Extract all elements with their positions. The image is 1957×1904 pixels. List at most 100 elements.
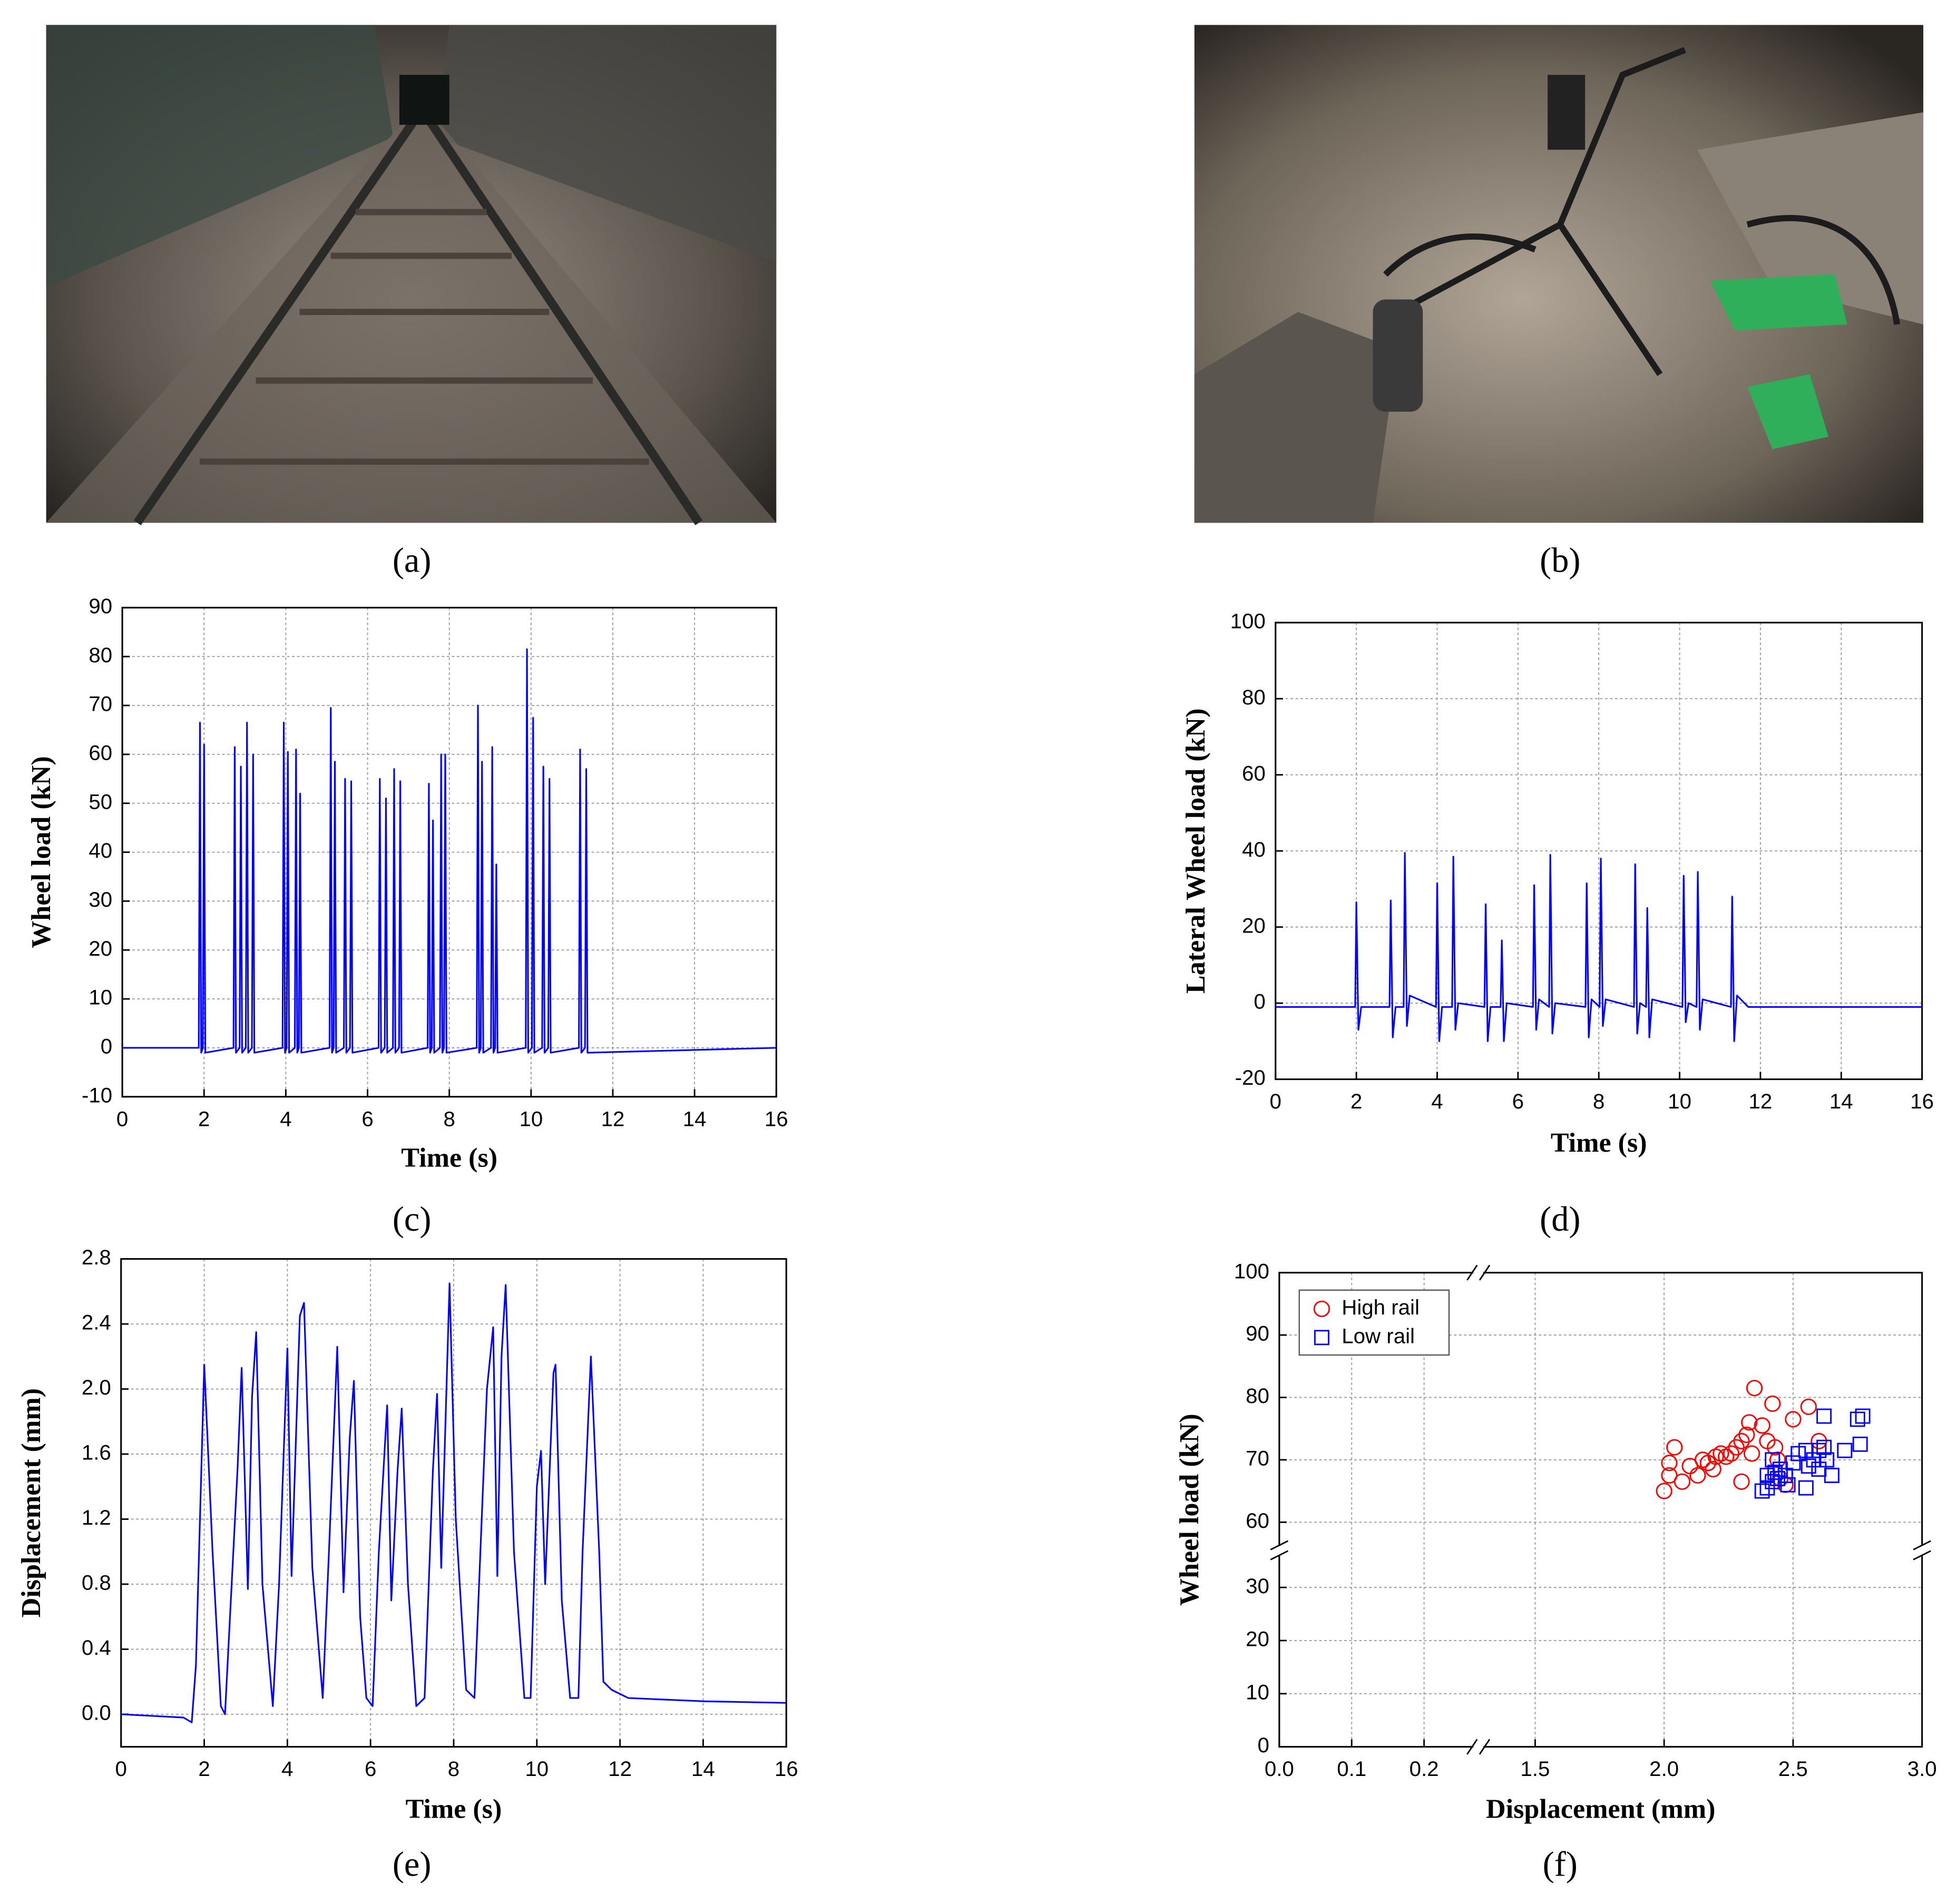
caption: (f)	[1543, 1846, 1578, 1884]
scatter-point	[1816, 1439, 1832, 1455]
scatter-point	[1765, 1452, 1780, 1468]
x-tick-label: 8	[448, 1757, 459, 1781]
scatter-point	[1741, 1414, 1758, 1431]
y-tick-label: 20	[1246, 1627, 1269, 1651]
scatter-point	[1759, 1468, 1775, 1483]
y-tick-label: -20	[1235, 1066, 1266, 1090]
x-tick-label: 4	[281, 1757, 293, 1781]
scatter-point	[1661, 1467, 1678, 1484]
scatter-point	[1811, 1442, 1827, 1458]
y-tick-label: 2.8	[82, 1245, 111, 1269]
scatter-point	[1806, 1452, 1822, 1468]
x-tick-label: 12	[608, 1757, 632, 1781]
legend-marker	[1313, 1300, 1330, 1317]
scatter-point	[1718, 1448, 1735, 1465]
scatter-point	[1656, 1483, 1672, 1499]
scatter-point	[1790, 1446, 1806, 1461]
scatter-point	[1733, 1432, 1750, 1449]
y-tick-label: 70	[1246, 1447, 1269, 1470]
y-axis-title: Wheel load (kN)	[1175, 1414, 1205, 1606]
x-axis-title: Displacement (mm)	[1486, 1794, 1715, 1824]
x-tick-label: 4	[1431, 1090, 1443, 1113]
x-tick-label: 2	[1351, 1090, 1362, 1113]
axis-break-mark	[1466, 1739, 1491, 1755]
axis-break-mark	[1270, 1540, 1289, 1561]
axis-break-gap	[1473, 1743, 1484, 1751]
scatter-point	[1850, 1411, 1865, 1427]
scatter-point	[1767, 1439, 1784, 1456]
x-tick-label: 16	[775, 1757, 798, 1781]
scatter-point	[1723, 1445, 1740, 1462]
y-tick-label: 90	[89, 594, 112, 618]
scatter-point	[1777, 1468, 1793, 1483]
y-tick-label: 0.0	[82, 1701, 111, 1725]
scatter-point	[1661, 1455, 1678, 1471]
scatter-point	[1800, 1398, 1817, 1415]
y-tick-label: 0	[101, 1035, 112, 1058]
y-tick-label: 2.0	[82, 1376, 111, 1399]
x-tick-label: 16	[765, 1107, 788, 1131]
x-tick-label: 2	[198, 1107, 210, 1131]
y-tick-label: 60	[1246, 1509, 1269, 1533]
y-tick-label: 1.6	[82, 1441, 111, 1465]
axis-break-gap	[1918, 1546, 1926, 1556]
y-tick-label: 0	[1257, 1733, 1269, 1757]
scatter-point	[1816, 1408, 1832, 1424]
y-tick-label: 0.8	[82, 1571, 111, 1595]
x-tick-label: 2.5	[1778, 1757, 1808, 1781]
y-tick-label: 80	[89, 643, 112, 667]
x-tick-label: 3.0	[1907, 1757, 1937, 1781]
x-tick-label: 14	[691, 1757, 715, 1781]
photo-b	[1194, 25, 1924, 523]
y-tick-label: 50	[89, 790, 112, 813]
chart-panel: 0 2 4 6 8 10 12 14 16-100102030405060708090Time …	[26, 594, 788, 1239]
y-tick-label: 40	[1242, 838, 1266, 861]
legend-label: Low rail	[1342, 1324, 1415, 1348]
x-tick-label: 6	[365, 1757, 376, 1781]
x-tick-label: 0.1	[1337, 1757, 1366, 1781]
axis-break-mark	[1913, 1540, 1931, 1561]
y-tick-label: 0	[1254, 990, 1265, 1014]
x-tick-label: 10	[1668, 1090, 1691, 1113]
chart-panel: 0.0 0.1 0.2 1.5 2.0 2.5 3.0 0 10 20 30 60 70 80 90 100 D…	[1175, 1259, 1937, 1883]
x-axis-title: Time (s)	[1551, 1128, 1647, 1158]
x-tick-label: 12	[1749, 1090, 1773, 1113]
data-line	[122, 648, 777, 1054]
x-tick-label: 2	[198, 1757, 210, 1781]
scatter-point	[1728, 1439, 1745, 1456]
plot-frame	[1275, 622, 1923, 1081]
scatter-point	[1674, 1473, 1691, 1490]
y-axis-title: Lateral Wheel load (kN)	[1181, 708, 1211, 994]
x-tick-label: 4	[280, 1107, 291, 1131]
x-tick-label: 8	[1593, 1090, 1604, 1113]
y-tick-label: 90	[1246, 1322, 1269, 1346]
y-tick-label: 20	[89, 937, 112, 960]
scatter-point	[1733, 1473, 1750, 1490]
caption: (e)	[393, 1846, 432, 1884]
plot-frame	[1278, 1272, 1923, 1748]
x-tick-label: 2.0	[1649, 1757, 1679, 1781]
y-tick-label: 60	[89, 741, 112, 765]
data-line	[121, 1282, 787, 1723]
scatter-point	[1811, 1461, 1827, 1477]
x-tick-label: 10	[525, 1757, 549, 1781]
y-tick-label: 0.4	[82, 1636, 111, 1660]
scatter-point	[1743, 1445, 1760, 1462]
scatter-point	[1754, 1483, 1770, 1499]
y-tick-label: 40	[89, 839, 112, 862]
scatter-point	[1837, 1442, 1853, 1458]
y-tick-label: 100	[1230, 609, 1266, 633]
y-tick-label: 10	[89, 986, 112, 1009]
scatter-point	[1666, 1439, 1683, 1456]
scatter-point	[1798, 1442, 1814, 1458]
y-tick-label: 30	[1246, 1574, 1269, 1598]
axis-break-gap	[1473, 1269, 1484, 1277]
scatter-point	[1738, 1426, 1755, 1444]
x-tick-label: 0	[115, 1757, 127, 1781]
y-tick-label: -10	[82, 1083, 112, 1107]
scatter-point	[1754, 1417, 1770, 1434]
axis-break-mark	[1466, 1264, 1491, 1281]
scatter-point	[1746, 1380, 1763, 1397]
